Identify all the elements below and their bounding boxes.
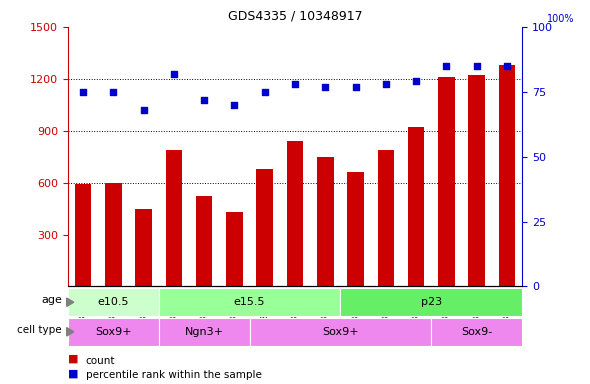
Point (199, 96, 209, 103)
Point (502, 63, 512, 69)
Text: age: age (41, 295, 62, 305)
Text: Sox9+: Sox9+ (322, 327, 359, 337)
Text: e15.5: e15.5 (234, 297, 266, 307)
Text: ■: ■ (68, 368, 78, 378)
Point (78, 89, 88, 95)
Point (260, 89, 270, 95)
Bar (287, 141, 303, 286)
Text: cell type: cell type (17, 325, 62, 335)
Bar (257, 169, 273, 286)
Bar (431, 318, 522, 346)
Point (230, 102, 239, 108)
Bar (166, 150, 182, 286)
Point (411, 78, 421, 84)
Point (169, 71, 179, 77)
Bar (68, 288, 159, 316)
Text: Sox9-: Sox9- (461, 327, 492, 337)
Bar (75, 184, 91, 286)
Point (442, 63, 451, 69)
Text: percentile rank within the sample: percentile rank within the sample (86, 370, 261, 380)
Bar (317, 157, 333, 286)
Bar (226, 212, 242, 286)
Text: e10.5: e10.5 (97, 297, 129, 307)
Bar (340, 288, 522, 316)
Point (290, 81, 300, 87)
Text: p23: p23 (421, 297, 442, 307)
Text: count: count (86, 356, 115, 366)
Bar (468, 75, 485, 286)
Bar (135, 209, 152, 286)
Bar (196, 197, 212, 286)
Text: GDS4335 / 10348917: GDS4335 / 10348917 (228, 10, 362, 23)
Bar (250, 318, 431, 346)
Bar (499, 65, 515, 286)
Bar (378, 150, 394, 286)
Point (472, 63, 481, 69)
Bar (438, 77, 455, 286)
Text: ■: ■ (68, 354, 78, 364)
Point (109, 89, 118, 95)
Point (381, 81, 391, 87)
Point (320, 83, 330, 89)
Text: 100%: 100% (547, 14, 575, 24)
Bar (159, 318, 250, 346)
Bar (348, 172, 364, 286)
Text: Ngn3+: Ngn3+ (185, 327, 224, 337)
Text: Sox9+: Sox9+ (95, 327, 132, 337)
Bar (159, 288, 340, 316)
Bar (68, 318, 159, 346)
Bar (105, 183, 122, 286)
Point (139, 107, 148, 113)
Point (351, 83, 360, 89)
Bar (408, 127, 424, 286)
